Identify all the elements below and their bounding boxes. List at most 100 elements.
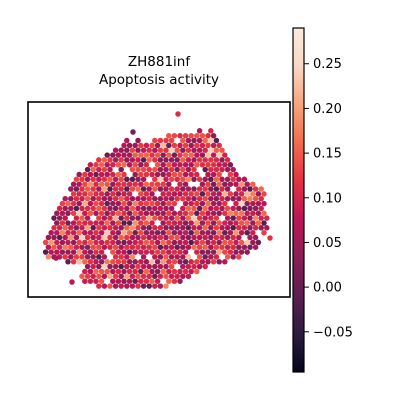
spot [210, 171, 217, 178]
spot [219, 176, 225, 183]
spot [84, 195, 91, 202]
spot [191, 166, 197, 173]
spot [188, 200, 194, 207]
spot [152, 186, 158, 192]
spot [166, 278, 172, 284]
spot [216, 210, 222, 217]
spot [138, 181, 144, 187]
spot [76, 229, 82, 236]
spot [185, 205, 192, 212]
spot [121, 162, 127, 168]
spot [59, 229, 66, 236]
spot [149, 200, 155, 207]
spot [149, 239, 155, 246]
spot [219, 205, 225, 212]
spot [205, 249, 211, 255]
spot [115, 229, 122, 236]
spot [146, 147, 152, 153]
colorbar-tick-label: 0.25 [313, 57, 342, 72]
spot [146, 186, 152, 192]
spot [250, 239, 256, 246]
spot [188, 132, 194, 139]
spot [191, 157, 197, 163]
spot [96, 186, 102, 192]
spot [138, 259, 144, 265]
spot [56, 225, 63, 231]
spot [152, 137, 158, 144]
spot [205, 229, 211, 236]
spot [157, 225, 164, 231]
spot [138, 268, 144, 275]
spot [118, 273, 124, 280]
spot [110, 229, 116, 236]
spot [84, 234, 91, 241]
spot [171, 268, 178, 275]
spot [152, 157, 158, 163]
spot [188, 259, 194, 265]
spot [132, 278, 138, 284]
spot [124, 263, 130, 270]
spot [124, 186, 130, 192]
spot [112, 225, 119, 231]
spot [199, 220, 206, 226]
spot [129, 215, 136, 221]
spot [261, 210, 267, 217]
spot [241, 225, 248, 231]
spot [76, 181, 82, 187]
spot [56, 234, 63, 241]
spot [208, 186, 214, 192]
spot [213, 225, 220, 231]
spot [166, 171, 172, 178]
spot [87, 220, 94, 226]
spot [227, 162, 234, 168]
spot [168, 166, 175, 173]
spot [152, 215, 158, 221]
spot [132, 210, 138, 217]
spot [82, 268, 88, 275]
spot [73, 234, 80, 241]
spot [65, 259, 71, 265]
spot [62, 215, 68, 221]
spot [93, 181, 99, 187]
spot [115, 278, 122, 284]
spot [112, 273, 119, 280]
spot [104, 191, 110, 197]
spot [233, 181, 239, 187]
spot [143, 152, 150, 158]
spot [166, 249, 172, 255]
spot [107, 263, 113, 270]
spot [87, 259, 94, 265]
spot [208, 254, 214, 260]
spot [87, 229, 94, 236]
spot [236, 234, 242, 241]
spot [244, 210, 250, 217]
spot [166, 220, 172, 226]
spot [79, 225, 85, 231]
spot [124, 215, 130, 221]
spot [45, 234, 52, 241]
spot [73, 254, 80, 260]
spot [177, 259, 183, 265]
spot [216, 249, 222, 255]
spot [143, 162, 150, 168]
spot [196, 254, 203, 260]
spot [185, 225, 192, 231]
spot [96, 205, 102, 212]
spot [238, 229, 245, 236]
spot [121, 152, 127, 158]
spot [213, 254, 220, 260]
spot [107, 273, 113, 280]
spot [196, 147, 203, 153]
spot [93, 162, 99, 168]
spot [98, 259, 105, 265]
spot [121, 181, 127, 187]
spot [157, 166, 164, 173]
spot [126, 229, 133, 236]
spot [149, 210, 155, 217]
spot [208, 244, 214, 250]
spot [180, 166, 186, 173]
spot [191, 176, 197, 183]
spot [135, 244, 141, 250]
spot [51, 225, 57, 231]
spot [112, 244, 119, 250]
